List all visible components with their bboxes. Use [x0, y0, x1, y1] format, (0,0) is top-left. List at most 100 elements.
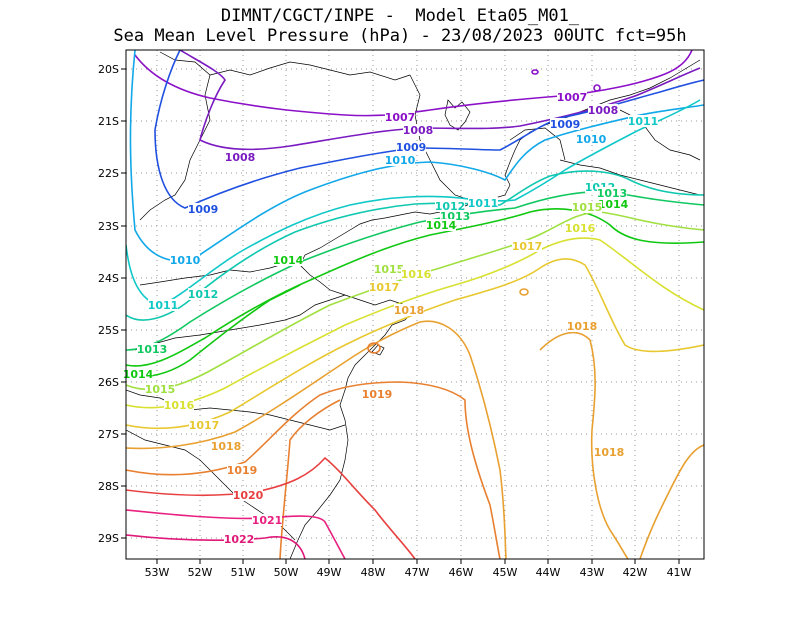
- isobar-cell-1018: [519, 288, 529, 296]
- state-border: [409, 74, 471, 201]
- contour-label-bg: [227, 464, 257, 476]
- contour-label-1007: 1007: [557, 91, 588, 104]
- lon-tick-label: 53W: [145, 566, 170, 579]
- contour-label-bg: [369, 281, 399, 293]
- lat-tick-label: 21S: [98, 115, 119, 128]
- isobar-1014: [126, 208, 704, 367]
- contour-label-bg: [188, 288, 218, 300]
- map-title-line-2: Sea Mean Level Pressure (hPa) - 23/08/20…: [113, 26, 687, 46]
- plot-frame: [125, 49, 705, 560]
- contour-label-1014: 1014: [426, 219, 457, 232]
- lat-tick-label: 23S: [98, 220, 119, 233]
- contour-label-1008: 1008: [225, 151, 256, 164]
- lon-tick-label: 48W: [361, 566, 386, 579]
- contour-label-1018: 1018: [211, 440, 242, 453]
- state-border: [126, 389, 346, 431]
- lon-tick-label: 41W: [667, 566, 692, 579]
- contour-label-bg: [557, 91, 587, 103]
- contour-label-1007: 1007: [385, 111, 416, 124]
- state-border: [209, 61, 411, 81]
- contour-label-bg: [170, 254, 200, 266]
- contour-label-bg: [550, 118, 580, 130]
- contour-label-bg: [188, 203, 218, 215]
- lat-tick-label: 28S: [98, 480, 119, 493]
- state-border: [126, 429, 221, 481]
- isobar-cell-1019: [367, 342, 381, 354]
- state-border: [509, 127, 566, 161]
- contour-label-bg: [273, 254, 303, 266]
- contour-label-1015: 1015: [145, 383, 176, 396]
- contour-label-1012: 1012: [188, 288, 219, 301]
- contour-label-bg: [385, 154, 415, 166]
- contour-label-bg: [385, 111, 415, 123]
- contour-label-bg: [374, 263, 404, 275]
- isobar-1022: [126, 534, 306, 559]
- contour-label-1009: 1009: [188, 203, 219, 216]
- contour-label-bg: [572, 201, 602, 213]
- lat-tick-label: 20S: [98, 63, 119, 76]
- contour-label-bg: [468, 197, 498, 209]
- map-title-line-1: DIMNT/CGCT/INPE - Model Eta05_M01_: [220, 6, 580, 26]
- lon-tick-label: 43W: [580, 566, 605, 579]
- lat-tick-label: 25S: [98, 324, 119, 337]
- contour-label-1016: 1016: [164, 399, 195, 412]
- contour-label-1016: 1016: [565, 222, 596, 235]
- lon-tick-label: 52W: [188, 566, 213, 579]
- contour-label-bg: [233, 489, 263, 501]
- contour-label-bg: [597, 187, 627, 199]
- contour-label-bg: [137, 343, 167, 355]
- isobar-1018: [126, 320, 507, 559]
- contour-label-bg: [628, 115, 658, 127]
- isobar-1021: [126, 509, 346, 559]
- contour-label-bg: [148, 299, 178, 311]
- contour-label-1014: 1014: [273, 254, 304, 267]
- lon-tick-label: 49W: [317, 566, 342, 579]
- contour-label-1012: 1012: [435, 200, 466, 213]
- lon-tick-label: 51W: [231, 566, 256, 579]
- contour-label-1018: 1018: [394, 304, 425, 317]
- isobar-cell-1007: [593, 84, 601, 92]
- contour-label-bg: [362, 388, 392, 400]
- contour-label-1009: 1009: [396, 141, 427, 154]
- contour-label-bg: [252, 514, 282, 526]
- isobar-cell-1007: [531, 69, 539, 75]
- contour-label-bg: [211, 440, 241, 452]
- contour-label-1009: 1009: [550, 118, 581, 131]
- contour-label-1011: 1011: [148, 299, 179, 312]
- contour-label-1020: 1020: [233, 489, 264, 502]
- isobar-1008: [179, 50, 701, 151]
- contour-label-bg: [512, 240, 542, 252]
- contour-label-1019: 1019: [227, 464, 258, 477]
- isobar-1007: [134, 50, 693, 117]
- contour-label-1011: 1011: [468, 197, 499, 210]
- contour-label-bg: [396, 141, 426, 153]
- lon-tick-label: 45W: [493, 566, 518, 579]
- contour-label-1018: 1018: [567, 320, 598, 333]
- lat-tick-label: 24S: [98, 272, 119, 285]
- isobar-1010: [129, 50, 704, 262]
- contour-label-1010: 1010: [170, 254, 201, 267]
- contour-label-bg: [588, 104, 618, 116]
- contour-label-bg: [594, 446, 624, 458]
- contour-label-1017: 1017: [512, 240, 543, 253]
- lat-tick-label: 22S: [98, 167, 119, 180]
- isobar-1019: [279, 399, 341, 559]
- contour-label-1021: 1021: [252, 514, 283, 527]
- state-border: [134, 294, 346, 351]
- contour-label-1008: 1008: [403, 124, 434, 137]
- island-outline: [371, 344, 385, 356]
- contour-label-1015: 1015: [374, 263, 405, 276]
- axis-ticks: 53W 52W 51W 50W 49W 48W 47W 46W 45W 44W 43W 42W 41W 2…: [98, 63, 692, 579]
- contour-label-bg: [224, 533, 254, 545]
- lon-tick-label: 46W: [449, 566, 474, 579]
- lon-tick-label: 44W: [536, 566, 561, 579]
- isobar-1017: [126, 258, 704, 430]
- contour-label-1011: 1011: [628, 115, 659, 128]
- isobar-1011: [126, 99, 701, 307]
- state-border: [559, 159, 701, 196]
- contour-label-bg: [598, 198, 628, 210]
- contour-label-bg: [435, 200, 465, 212]
- contour-label-1014: 1014: [123, 368, 154, 381]
- isobars: [126, 50, 704, 559]
